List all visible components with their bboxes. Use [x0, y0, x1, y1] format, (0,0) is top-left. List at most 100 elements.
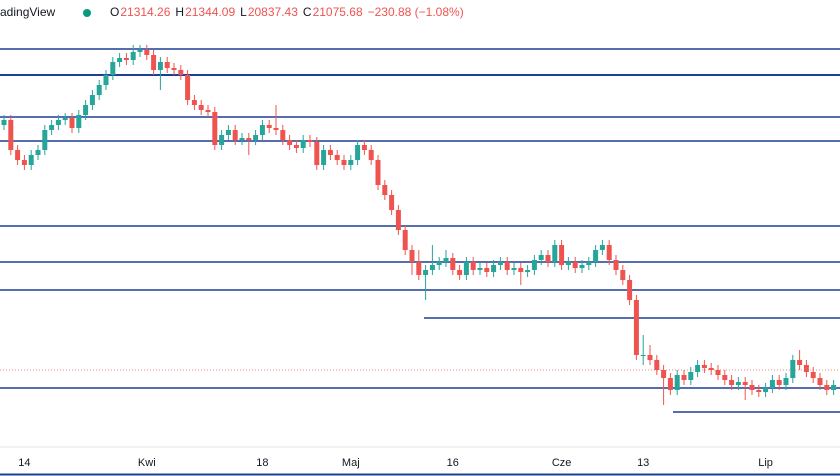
- candle-body: [423, 270, 429, 275]
- ohlc-value: 21344.09: [185, 5, 235, 19]
- candle-body: [715, 370, 721, 375]
- candle-body: [389, 195, 395, 210]
- status-dot: [83, 9, 91, 17]
- candle-body: [803, 365, 809, 372]
- candle-body: [545, 255, 551, 262]
- candle-body: [157, 62, 163, 70]
- candle-body: [259, 125, 265, 135]
- candle-body: [89, 95, 95, 105]
- candle-body: [8, 120, 14, 150]
- candle-body: [763, 388, 769, 392]
- candle-body: [749, 385, 755, 390]
- candle-body: [123, 58, 129, 60]
- candle-body: [586, 262, 592, 265]
- candle-body: [239, 138, 245, 140]
- candle-body: [701, 365, 707, 368]
- candle-body: [178, 70, 184, 75]
- candle-body: [287, 140, 293, 145]
- candle-body: [470, 262, 476, 270]
- candle-body: [76, 115, 82, 128]
- candle-body: [627, 280, 633, 300]
- candle-body: [416, 262, 422, 275]
- ohlc-label: O: [110, 5, 119, 19]
- ohlc-label: L: [240, 5, 247, 19]
- x-tick-label: Cze: [552, 457, 572, 469]
- x-tick-label: 16: [447, 457, 459, 469]
- candle-body: [593, 250, 599, 262]
- candle-body: [810, 372, 816, 378]
- candle-body: [491, 265, 497, 272]
- candle-body: [824, 385, 830, 390]
- candle-body: [191, 100, 197, 105]
- candle-body: [273, 128, 279, 130]
- candle-body: [300, 140, 306, 148]
- candle-body: [83, 105, 89, 115]
- candle-body: [144, 50, 150, 55]
- candle-body: [49, 125, 55, 130]
- x-tick-label: Maj: [342, 457, 360, 469]
- candle-body: [15, 150, 21, 160]
- candle-body: [654, 360, 660, 370]
- candle-body: [164, 62, 170, 68]
- candle-body: [348, 160, 354, 165]
- candle-body: [457, 270, 463, 275]
- candle-body: [212, 112, 218, 145]
- candle-body: [307, 140, 313, 142]
- candle-body: [722, 375, 728, 380]
- candle-body: [341, 160, 347, 165]
- candle-body: [443, 258, 449, 262]
- candle-body: [35, 150, 41, 155]
- candle-body: [531, 260, 537, 270]
- candle-body: [151, 55, 157, 70]
- candle-body: [735, 382, 741, 385]
- candle-body: [477, 268, 483, 270]
- candle-body: [225, 130, 231, 135]
- x-tick-label: 18: [256, 457, 268, 469]
- candle-body: [314, 142, 320, 165]
- candle-body: [42, 130, 48, 150]
- ohlc-label: C: [303, 5, 312, 19]
- candle-body: [171, 68, 177, 70]
- candle-body: [606, 245, 612, 260]
- x-tick-label: Kwi: [138, 457, 156, 469]
- candle-body: [613, 260, 619, 270]
- candle-body: [783, 378, 789, 385]
- candle-body: [518, 268, 524, 272]
- candle-body: [368, 150, 374, 160]
- candle-body: [327, 150, 333, 155]
- candle-body: [797, 360, 803, 365]
- candle-body: [525, 270, 531, 272]
- candle-body: [756, 390, 762, 392]
- candle-body: [817, 378, 823, 385]
- ohlc-label: H: [175, 5, 184, 19]
- candle-body: [497, 262, 503, 265]
- candle-body: [688, 372, 694, 380]
- candle-body: [355, 145, 361, 160]
- legend-header: adingView O 21314.26 H 21344.09 L 20837.43 C 21…: [0, 5, 464, 19]
- candle-body: [110, 62, 116, 75]
- candle-body: [117, 58, 123, 62]
- candle-body: [729, 380, 735, 385]
- candle-body: [667, 378, 673, 390]
- candle-body: [552, 245, 558, 262]
- candle-body: [695, 365, 701, 372]
- candle-body: [28, 155, 34, 165]
- candle-body: [776, 380, 782, 385]
- candle-body: [436, 262, 442, 265]
- candle-body: [266, 125, 272, 128]
- candle-body: [504, 262, 510, 270]
- candle-body: [198, 105, 204, 110]
- candle-body: [62, 118, 68, 120]
- candle-body: [559, 245, 565, 265]
- candle-body: [579, 265, 585, 268]
- x-tick-label: Lip: [758, 457, 773, 469]
- candle-body: [293, 145, 299, 148]
- candle-body: [790, 360, 796, 378]
- candle-body: [708, 368, 714, 370]
- candle-body: [321, 150, 327, 165]
- candle-body: [21, 160, 27, 165]
- candle-body: [246, 138, 252, 140]
- candle-body: [55, 120, 61, 125]
- candle-body: [253, 135, 259, 140]
